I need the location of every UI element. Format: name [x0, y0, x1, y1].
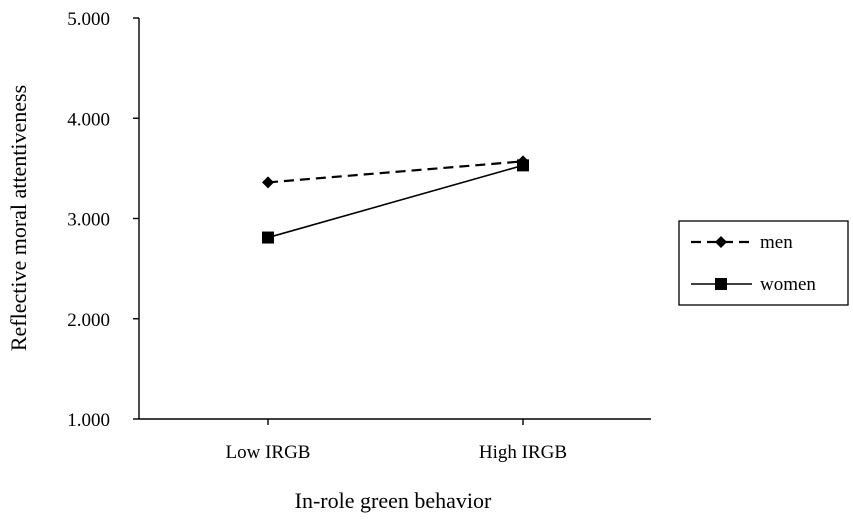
legend-label-men: men [760, 232, 793, 253]
y-tick-label: 5.000 [67, 9, 110, 30]
legend-marker-women [715, 278, 727, 290]
y-ticks: 1.000 2.000 3.000 4.000 5.000 [67, 9, 139, 431]
y-tick-label: 2.000 [67, 310, 110, 331]
x-ticks: Low IRGB High IRGB [226, 419, 567, 463]
x-tick-label: High IRGB [479, 442, 567, 463]
y-tick-label: 1.000 [67, 410, 110, 431]
x-axis-label: In-role green behavior [295, 488, 492, 513]
legend: men women [678, 220, 849, 306]
y-axis-label: Reflective moral attentiveness [6, 85, 31, 351]
series-line-men [267, 160, 524, 184]
series-men [262, 155, 529, 189]
y-tick-label: 4.000 [67, 109, 110, 130]
series-group [262, 155, 529, 244]
legend-marker-men [715, 236, 727, 248]
legend-label-women: women [760, 274, 816, 295]
axes [138, 18, 651, 420]
legend-box [678, 220, 849, 306]
data-point-women [262, 231, 274, 244]
series-women [262, 159, 529, 244]
data-point-women [517, 159, 529, 172]
x-tick-label: Low IRGB [226, 442, 311, 463]
series-line-women [267, 164, 524, 239]
y-tick-label: 3.000 [67, 210, 110, 231]
data-point-men [262, 176, 274, 189]
